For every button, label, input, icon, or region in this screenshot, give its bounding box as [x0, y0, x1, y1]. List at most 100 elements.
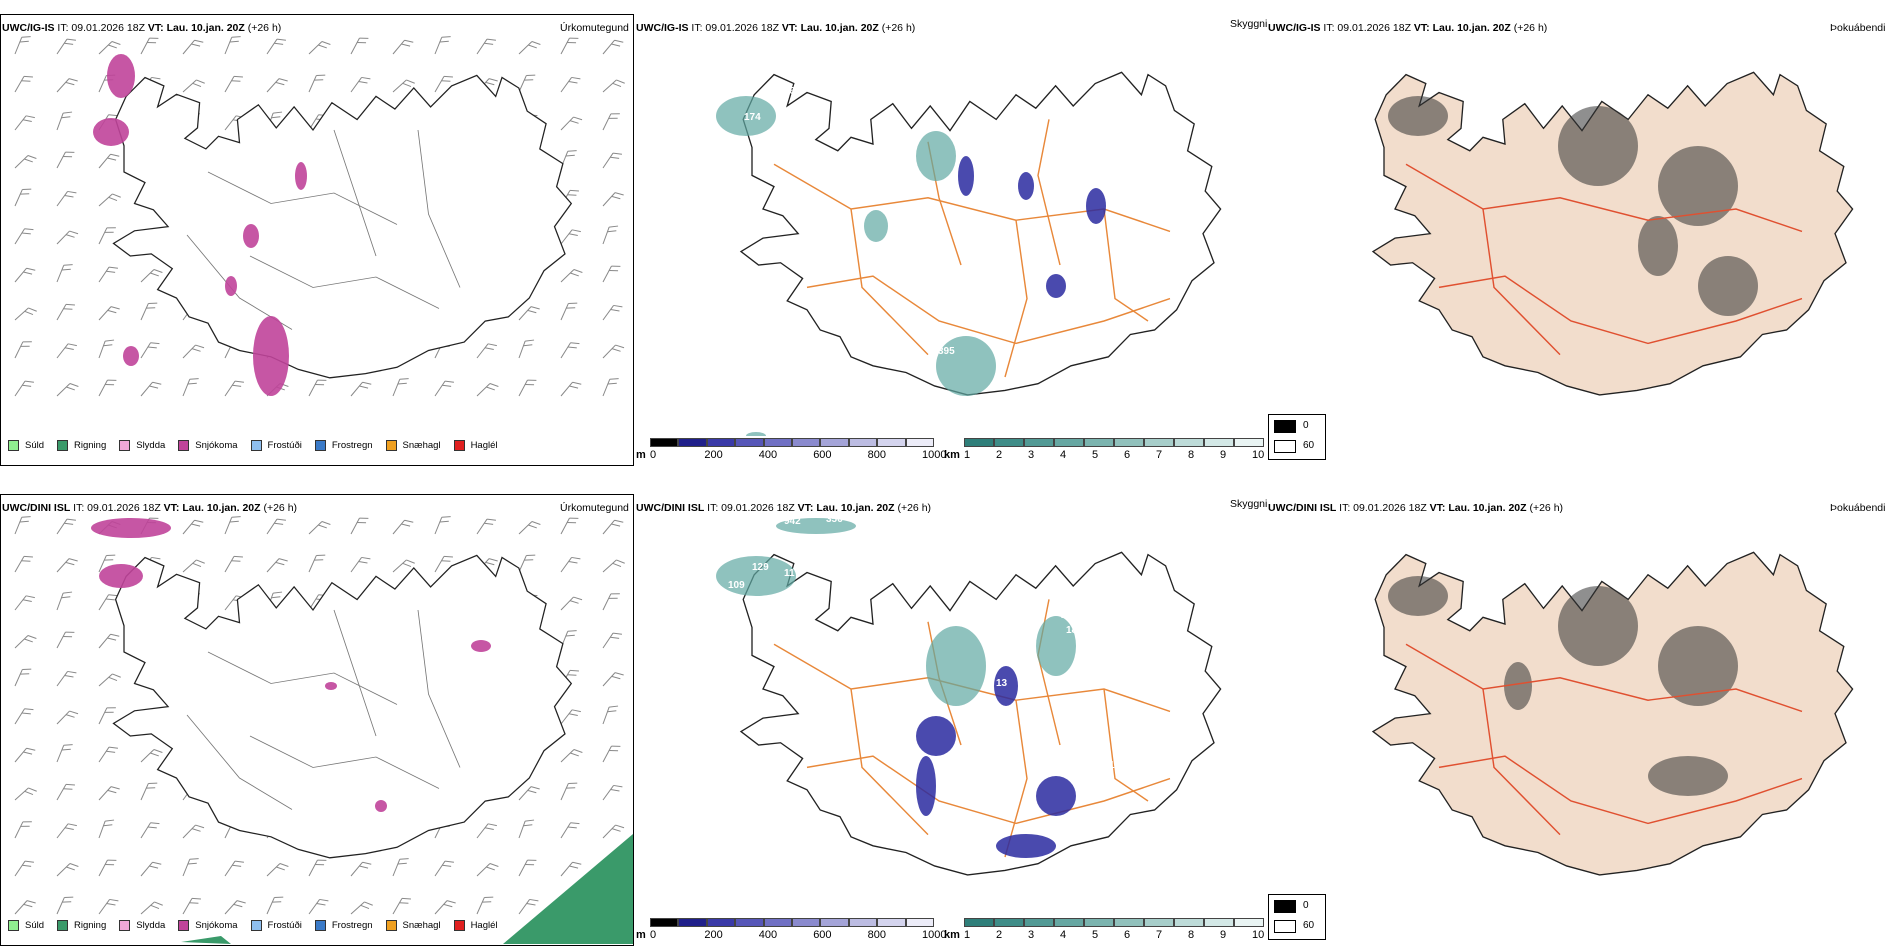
colorbar-segment: [1114, 438, 1144, 447]
cloud-base-label: 25: [1061, 610, 1073, 621]
legend-item: Slydda: [119, 920, 165, 931]
colorbar-segment: [1234, 438, 1264, 447]
legend-label: Snjókoma: [195, 920, 238, 931]
colorbar-segment: [877, 438, 906, 447]
issue-time: IT: 09.01.2026 18Z: [707, 502, 795, 514]
vt-label: VT:: [163, 502, 180, 514]
cloud-base-label: 181: [762, 86, 779, 97]
colorbar-tick: 4: [1060, 929, 1067, 941]
colorbar-segment: [735, 438, 764, 447]
valid-time: Lau. 10.jan. 20Z: [1432, 22, 1511, 34]
cloud-base-label: 21: [1041, 713, 1053, 724]
legend-item: Rigning: [57, 920, 106, 931]
colorbar-tick: 400: [758, 449, 778, 461]
legend-item: Slydda: [119, 440, 165, 451]
legend-swatch: [57, 920, 69, 931]
legend-swatch: [385, 920, 397, 931]
cloud-base-area: [994, 666, 1018, 706]
colorbar-tick: 1000: [922, 929, 947, 941]
cloud-base-label: 165: [1109, 760, 1126, 771]
fog-index-key: 0 60: [1268, 894, 1326, 940]
snow-area: [325, 682, 337, 690]
valid-time: Lau. 10.jan. 20Z: [182, 502, 261, 514]
snow-area: [471, 640, 491, 652]
precip-legend: Súld Rigning Slydda Snjókoma Frostúði Frostre…: [8, 920, 511, 931]
fog-index-map: [1371, 551, 1854, 876]
fog-area: [1388, 576, 1448, 616]
legend-swatch: [8, 440, 19, 451]
legend-item: Snjókoma: [178, 440, 238, 451]
legend-item: Frostregn: [314, 920, 373, 931]
cloud-base-area: [958, 156, 974, 196]
cloud-base-label: 105: [1112, 244, 1129, 255]
cloud-base-area: [996, 834, 1056, 858]
snow-area: [93, 118, 129, 146]
cloud-base-area: [916, 756, 936, 816]
valid-time: Lau. 10.jan. 20Z: [166, 22, 245, 34]
issue-time: IT: 09.01.2026 18Z: [691, 22, 779, 34]
lead-time: (+26 h): [897, 502, 932, 514]
colorbar-tick: 600: [813, 449, 832, 461]
legend-label: Snæhagl: [402, 440, 441, 451]
lead-time: (+26 h): [1513, 22, 1548, 34]
snow-area: [91, 518, 171, 538]
fog-map-header: UWC/DINI ISL IT: 09.01.2026 18Z VT: Lau.…: [1268, 502, 1563, 515]
colorbar-tick: 800: [867, 929, 886, 941]
colorbar-segment: [792, 918, 821, 927]
precip-map-title: Úrkomutegund: [560, 502, 629, 514]
fog-area: [1648, 756, 1728, 796]
low-visibility-area: [776, 518, 856, 534]
fog-key-swatch: [1274, 920, 1296, 933]
precip-type-map: [14, 516, 633, 944]
legend-item: Súld: [8, 920, 44, 931]
legend-item: Snæhagl: [385, 440, 441, 451]
fog-index-key: 0 60: [1268, 414, 1326, 460]
fog-key-value: 60: [1303, 920, 1315, 931]
low-visibility-area: [716, 556, 796, 596]
fog-area: [1638, 216, 1678, 276]
fog-area: [1698, 256, 1758, 316]
model-name: UWC/DINI ISL: [636, 502, 705, 514]
fog-area: [1504, 662, 1532, 710]
legend-item: Haglél: [453, 440, 498, 451]
colorbar-tick: 7: [1156, 929, 1163, 941]
snow-area: [99, 564, 143, 588]
colorbar-segment: [820, 438, 849, 447]
fog-area: [1558, 586, 1638, 666]
model-name: UWC/IG-IS: [636, 22, 689, 34]
legend-label: Frostregn: [331, 440, 373, 451]
cloud-base-label: 13: [996, 678, 1008, 689]
colorbar-tick: 9: [1220, 929, 1227, 941]
legend-item: Rigning: [57, 440, 106, 451]
colorbar-unit: km: [944, 449, 960, 461]
colorbar-tick: 6: [1124, 449, 1131, 461]
cloud-base-label: 174: [744, 112, 761, 123]
lead-time: (+26 h): [881, 22, 916, 34]
lead-time: (+26 h): [1529, 502, 1564, 514]
legend-swatch: [453, 920, 465, 931]
cloud-base-colorbar: m 0 200 400 600 800 1000: [636, 438, 946, 464]
issue-time: IT: 09.01.2026 18Z: [57, 22, 145, 34]
legend-label: Súld: [25, 440, 45, 451]
colorbar-segment: [1204, 918, 1234, 927]
issue-time: IT: 09.01.2026 18Z: [1323, 22, 1411, 34]
colorbar-segment: [905, 438, 934, 447]
issue-time: IT: 09.01.2026 18Z: [73, 502, 161, 514]
fog-key-swatch: [1274, 900, 1296, 913]
low-visibility-area: [936, 336, 996, 396]
colorbar-segment: [792, 438, 821, 447]
colorbar-tick: 6: [1124, 929, 1131, 941]
cloud-base-label: 25: [992, 150, 1004, 161]
colorbar-segment: [994, 918, 1024, 927]
legend-swatch: [453, 440, 465, 451]
legend-swatch: [385, 440, 397, 451]
precip-map-header: UWC/DINI ISL IT: 09.01.2026 18Z VT: Lau.…: [2, 502, 297, 515]
cloud-base-label: 129: [996, 860, 1013, 871]
legend-swatch: [314, 920, 326, 931]
cloud-base-label: 17: [1083, 641, 1095, 652]
colorbar-segment: [735, 918, 764, 927]
colorbar-segment: [1024, 918, 1054, 927]
colorbar-tick: 600: [813, 929, 832, 941]
colorbar-segment: [994, 438, 1024, 447]
